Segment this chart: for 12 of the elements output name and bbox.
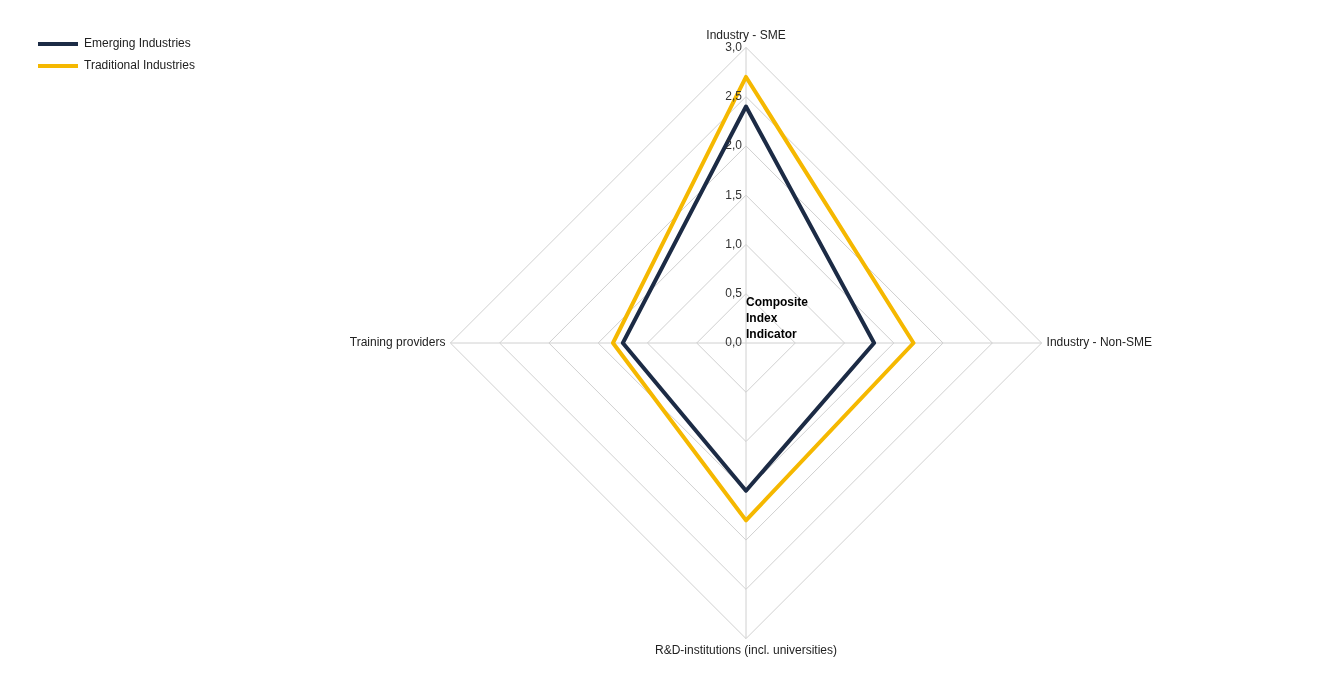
y-tick-label: 1,5 [725, 187, 743, 202]
text: Composite Index Indicator [746, 295, 809, 342]
y-tick-label: 0,0 [725, 335, 743, 350]
legend-label: Traditional Industries [84, 58, 195, 73]
legend-label: Emerging Industries [84, 36, 191, 51]
y-tick-label: 0,5 [725, 286, 743, 301]
spoke-label: Industry - SME [706, 27, 786, 42]
spoke-label: Training providers [349, 335, 446, 350]
spoke-label: Industry - Non-SME [1046, 335, 1152, 350]
y-tick-label: 1,0 [725, 236, 743, 251]
spoke-label: R&D-institutions (incl. universities) [654, 643, 838, 658]
y-tick-label: 3,0 [725, 39, 743, 54]
